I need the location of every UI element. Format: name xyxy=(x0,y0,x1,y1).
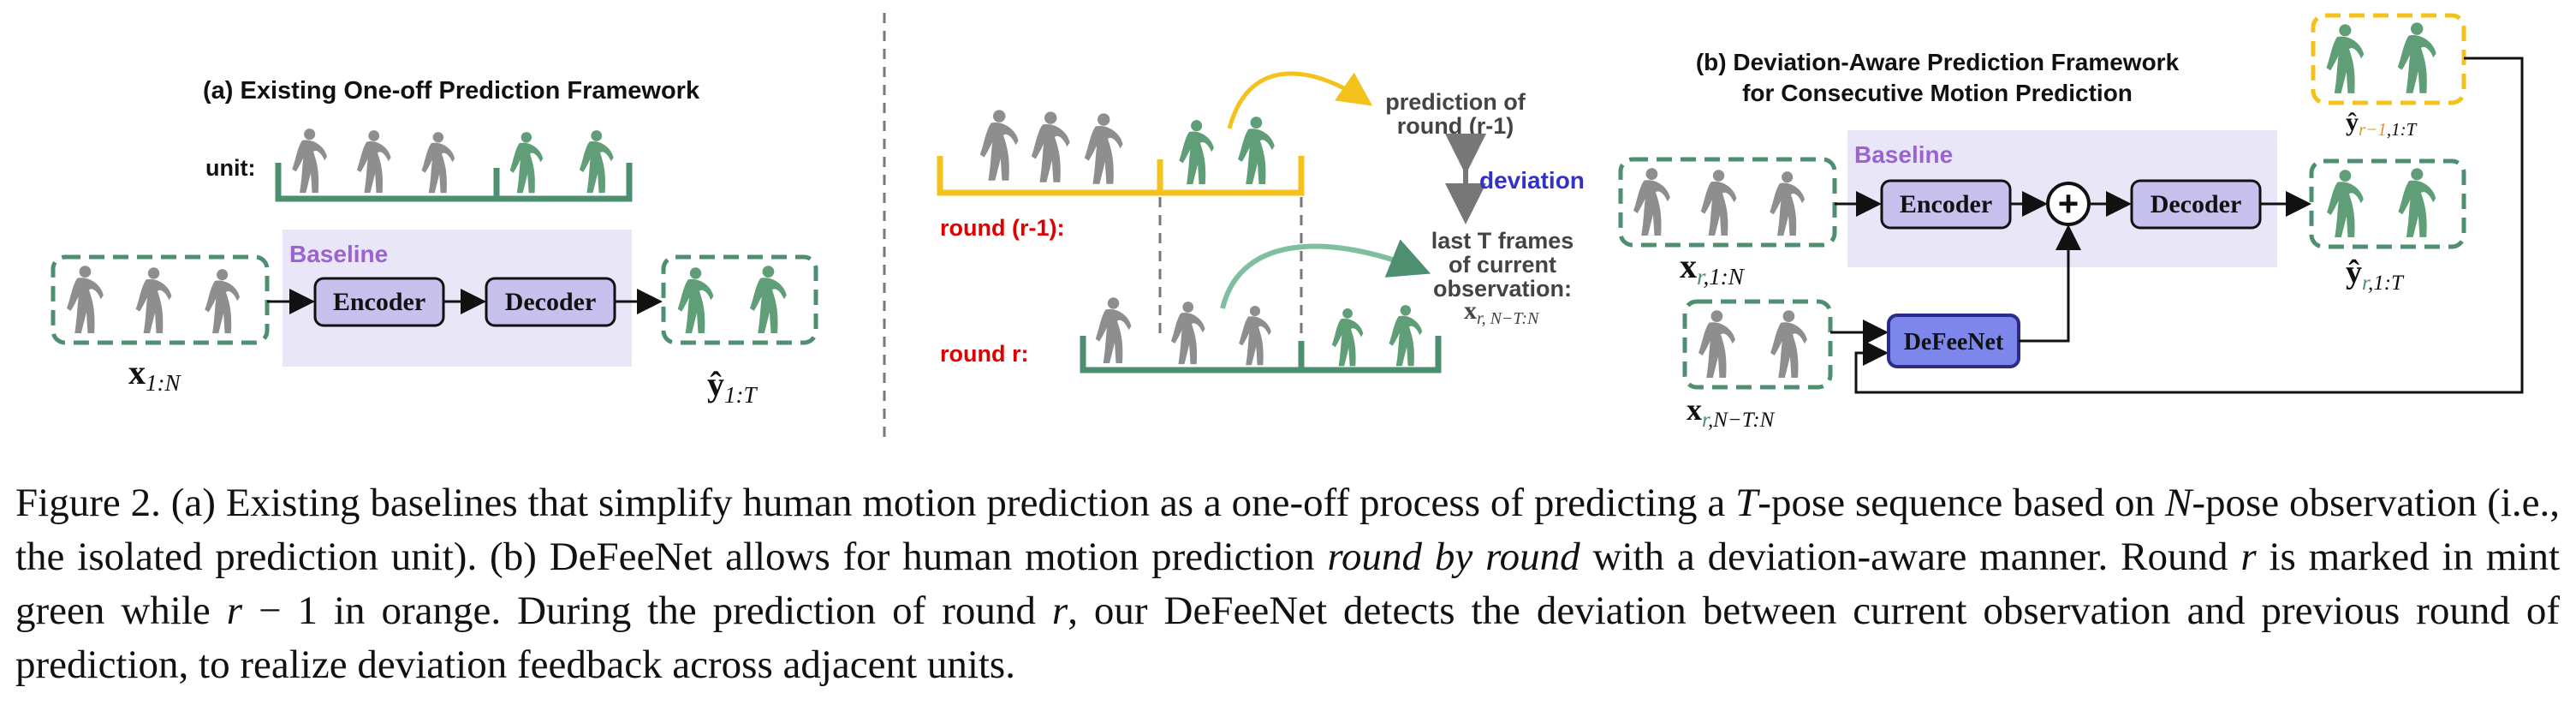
panel-b-title: (b) Deviation-Aware Prediction Framework… xyxy=(1696,49,2180,106)
input-label-b: xr,1:N xyxy=(1680,247,1746,290)
caption-part: (a) Existing baselines that simplify hum… xyxy=(170,481,1726,525)
round-cur-label: round r: xyxy=(940,341,1028,367)
panel-a-title: (a) Existing One-off Prediction Framewor… xyxy=(203,77,700,105)
panel-a: (a) Existing One-off Prediction Framewor… xyxy=(51,77,818,408)
feedback-line xyxy=(1854,57,2524,394)
round-prev-label: round (r-1): xyxy=(940,215,1064,241)
encoder-label-a: Encoder xyxy=(333,288,425,316)
figure-2-diagram: (a) Existing One-off Prediction Framewor… xyxy=(51,13,2524,437)
input-label-a: x1:N xyxy=(128,353,181,396)
observation-label-b: xr,N−T:N xyxy=(1687,392,1776,432)
unit-label: unit: xyxy=(205,155,255,181)
round-cur-bracket xyxy=(1080,336,1442,373)
defeenet-label: DeFeeNet xyxy=(1904,329,2004,356)
caption-symbol: r xyxy=(2240,535,2257,579)
caption-emphasis: round by round xyxy=(1327,535,1580,579)
caption-symbol: T xyxy=(1735,481,1758,525)
prediction-arrow xyxy=(1227,71,1373,129)
last-frames-symbol: xr, N−T:N xyxy=(1464,296,1540,328)
unit-bracket xyxy=(275,163,633,202)
output-label-a: ŷ1:T xyxy=(707,365,758,408)
caption-symbol: N xyxy=(2164,481,2192,525)
round-prev-gray-figures xyxy=(979,110,1123,184)
caption-part: − 1 in orange. During the prediction of … xyxy=(259,589,1036,633)
baseline-label-a: Baseline xyxy=(289,241,388,267)
figure-caption: Figure 2. (a) Existing baselines that si… xyxy=(15,476,2560,692)
round-prev-bracket xyxy=(937,156,1305,196)
caption-part: with a deviation-aware manner. Round xyxy=(1592,535,2228,579)
caption-label: Figure 2. xyxy=(15,481,161,525)
panel-b: (b) Deviation-Aware Prediction Framework… xyxy=(1618,13,2524,432)
last-frames-note: last T frames of current observation: xyxy=(1431,228,1574,302)
output-label-b: ŷr,1:T xyxy=(2346,254,2405,295)
decoder-label-a: Decoder xyxy=(505,288,597,316)
round-prev-green-figures xyxy=(1179,117,1275,185)
round-cur-green-figures xyxy=(1331,305,1423,367)
unit-green-figures xyxy=(509,130,614,194)
sum-symbol: + xyxy=(2058,183,2079,224)
decoder-label-b: Decoder xyxy=(2151,190,2242,218)
observation-arrow xyxy=(1220,239,1431,309)
prev-prediction-label: ŷr−1,1:T xyxy=(2346,108,2418,140)
panel-middle: prediction of round (r-1) deviation round… xyxy=(937,71,1585,373)
deviation-label: deviation xyxy=(1479,167,1585,194)
round-cur-gray-figures xyxy=(1095,297,1271,366)
encoder-label-b: Encoder xyxy=(1900,190,1992,218)
baseline-label-b: Baseline xyxy=(1854,141,1953,168)
caption-symbol: r xyxy=(226,589,243,633)
caption-part: is marked in mint green while xyxy=(15,535,2561,633)
caption-part: , our DeFeeNet detects the deviation bet… xyxy=(15,589,2561,687)
caption-part: -pose sequence based on xyxy=(1758,481,2156,525)
prediction-note: prediction of round (r-1) xyxy=(1385,89,1526,139)
caption-part: -pose observation (i.e., the isolated pr… xyxy=(15,481,2561,579)
unit-gray-figures xyxy=(292,128,455,194)
defeenet-to-sum xyxy=(2019,224,2081,343)
caption-symbol: r xyxy=(1051,589,1068,633)
